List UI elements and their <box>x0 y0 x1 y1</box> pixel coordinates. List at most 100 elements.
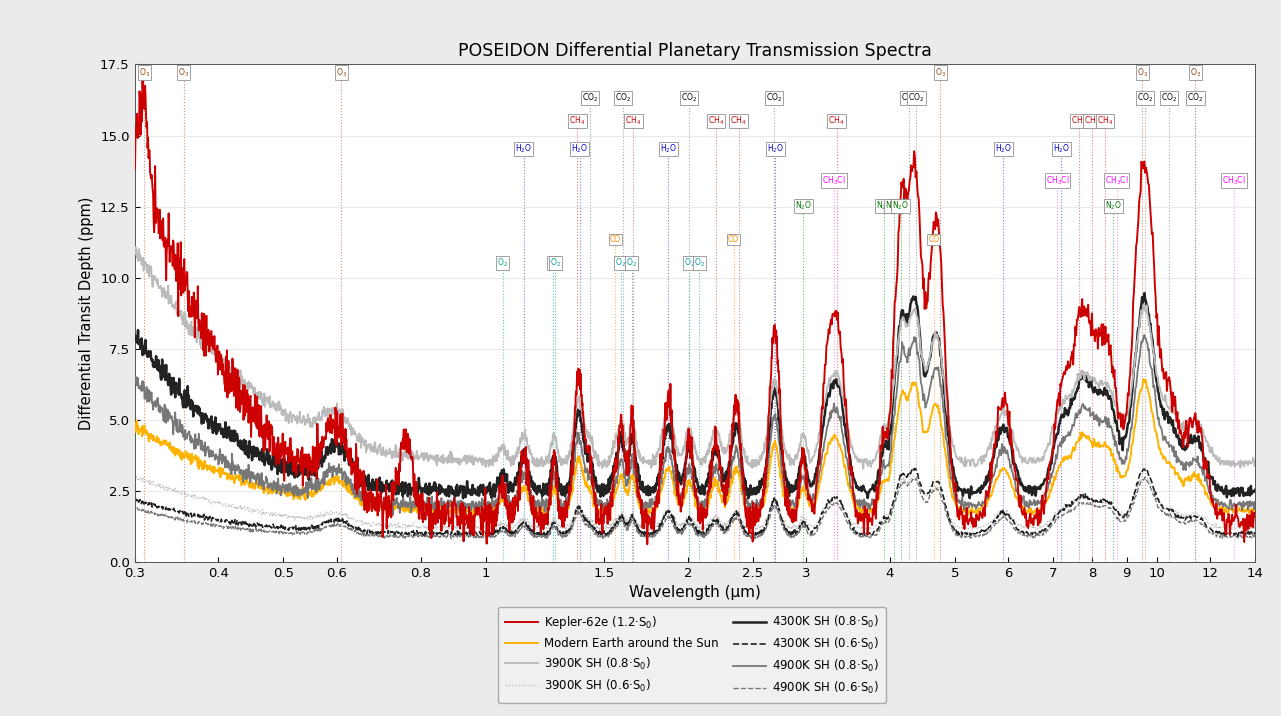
4300K SH (0.6·S$_0$) <box>780 526 796 535</box>
4900K SH (0.8·S$_0$) <box>386 511 401 520</box>
Text: CO: CO <box>610 235 621 243</box>
Text: CO$_2$: CO$_2$ <box>681 92 697 105</box>
Line: Modern Earth around the Sun: Modern Earth around the Sun <box>135 379 1255 517</box>
Text: O$_2$: O$_2$ <box>626 256 637 269</box>
4300K SH (0.8·S$_0$) <box>780 478 796 486</box>
Text: O$_3$: O$_3$ <box>935 66 945 79</box>
3900K SH (0.8·S$_0$) <box>780 455 796 463</box>
4300K SH (0.6·S$_0$) <box>1245 530 1261 538</box>
4900K SH (0.6·S$_0$) <box>1061 506 1076 515</box>
Kepler-62e (1.2·S$_0$) <box>127 137 142 145</box>
4300K SH (0.8·S$_0$) <box>1061 409 1076 417</box>
Text: CO$_2$: CO$_2$ <box>615 92 632 105</box>
Text: O$_2$: O$_2$ <box>615 256 626 269</box>
4300K SH (0.8·S$_0$) <box>383 479 398 488</box>
4900K SH (0.8·S$_0$) <box>1136 331 1152 339</box>
Modern Earth around the Sun <box>1248 508 1263 516</box>
Text: CO$_2$: CO$_2$ <box>1187 92 1204 105</box>
4900K SH (0.8·S$_0$) <box>1061 428 1076 437</box>
Text: CH$_4$: CH$_4$ <box>569 115 585 127</box>
4300K SH (0.8·S$_0$) <box>722 445 738 453</box>
X-axis label: Wavelength (μm): Wavelength (μm) <box>629 586 761 601</box>
4900K SH (0.6·S$_0$) <box>1248 532 1263 541</box>
Title: POSEIDON Differential Planetary Transmission Spectra: POSEIDON Differential Planetary Transmis… <box>459 42 931 60</box>
4900K SH (0.6·S$_0$) <box>780 531 796 539</box>
3900K SH (0.8·S$_0$) <box>1248 457 1263 465</box>
4300K SH (0.8·S$_0$) <box>1245 487 1261 495</box>
Text: N$_2$O: N$_2$O <box>876 200 893 213</box>
4300K SH (0.6·S$_0$) <box>1140 466 1155 475</box>
Text: O$_2$: O$_2$ <box>547 256 559 269</box>
4300K SH (0.6·S$_0$) <box>383 528 398 537</box>
3900K SH (0.6·S$_0$) <box>781 522 797 531</box>
Modern Earth around the Sun <box>722 482 738 490</box>
Kepler-62e (1.2·S$_0$) <box>1062 364 1077 372</box>
Text: O$_2$: O$_2$ <box>550 256 561 269</box>
3900K SH (0.8·S$_0$) <box>1245 457 1261 465</box>
4300K SH (0.6·S$_0$) <box>1061 501 1076 510</box>
Modern Earth around the Sun <box>1245 507 1261 516</box>
4900K SH (0.6·S$_0$) <box>722 523 738 531</box>
Text: CH$_3$Cl: CH$_3$Cl <box>1222 174 1245 187</box>
Text: O$_2$: O$_2$ <box>497 256 509 269</box>
4900K SH (0.6·S$_0$) <box>1138 473 1153 482</box>
4900K SH (0.6·S$_0$) <box>1140 478 1155 487</box>
3900K SH (0.8·S$_0$) <box>856 465 871 473</box>
4900K SH (0.8·S$_0$) <box>383 504 398 513</box>
3900K SH (0.6·S$_0$) <box>127 473 142 482</box>
Text: N$_2$O: N$_2$O <box>1104 200 1122 213</box>
4900K SH (0.8·S$_0$) <box>1245 500 1261 508</box>
3900K SH (0.6·S$_0$) <box>1140 476 1155 485</box>
Text: N$_2$O: N$_2$O <box>794 200 812 213</box>
Legend: Kepler-62e (1.2·S$_0$), Modern Earth around the Sun, 3900K SH (0.8·S$_0$), 3900K: Kepler-62e (1.2·S$_0$), Modern Earth aro… <box>498 606 885 703</box>
Text: O$_3$: O$_3$ <box>336 66 347 79</box>
3900K SH (0.8·S$_0$) <box>1061 392 1076 401</box>
Kepler-62e (1.2·S$_0$) <box>383 501 398 510</box>
Line: Kepler-62e (1.2·S$_0$): Kepler-62e (1.2·S$_0$) <box>135 78 1255 544</box>
Text: CH$_3$Cl: CH$_3$Cl <box>822 174 845 187</box>
Text: CH$_4$: CH$_4$ <box>730 115 747 127</box>
4900K SH (0.8·S$_0$) <box>722 473 738 482</box>
4300K SH (0.6·S$_0$) <box>722 518 738 527</box>
Kepler-62e (1.2·S$_0$) <box>135 74 150 82</box>
Text: H$_2$O: H$_2$O <box>515 143 533 155</box>
Text: CH$_3$Cl: CH$_3$Cl <box>1104 174 1129 187</box>
Kepler-62e (1.2·S$_0$) <box>1140 179 1155 188</box>
Line: 3900K SH (0.8·S$_0$): 3900K SH (0.8·S$_0$) <box>135 246 1255 469</box>
3900K SH (0.8·S$_0$) <box>383 448 398 457</box>
Text: CH$_4$: CH$_4$ <box>829 115 844 127</box>
4900K SH (0.6·S$_0$) <box>1245 531 1261 540</box>
4300K SH (0.8·S$_0$) <box>127 332 142 341</box>
4900K SH (0.8·S$_0$) <box>780 498 796 507</box>
Kepler-62e (1.2·S$_0$) <box>724 450 739 458</box>
Kepler-62e (1.2·S$_0$) <box>1245 523 1261 532</box>
Modern Earth around the Sun <box>780 502 796 511</box>
3900K SH (0.6·S$_0$) <box>1248 524 1263 533</box>
4900K SH (0.8·S$_0$) <box>1140 346 1155 354</box>
Text: CH$_4$: CH$_4$ <box>1084 115 1100 127</box>
Line: 4300K SH (0.6·S$_0$): 4300K SH (0.6·S$_0$) <box>135 468 1255 536</box>
Modern Earth around the Sun <box>1061 452 1076 460</box>
Modern Earth around the Sun <box>484 513 500 521</box>
4300K SH (0.6·S$_0$) <box>1248 529 1263 538</box>
Text: N$_2$O: N$_2$O <box>885 200 902 213</box>
Text: H$_2$O: H$_2$O <box>767 143 784 155</box>
Text: CO$_2$: CO$_2$ <box>766 92 783 105</box>
Modern Earth around the Sun <box>127 421 142 430</box>
4300K SH (0.8·S$_0$) <box>1248 485 1263 494</box>
4300K SH (0.6·S$_0$) <box>907 464 922 473</box>
Text: H$_2$O: H$_2$O <box>660 143 676 155</box>
Line: 4900K SH (0.6·S$_0$): 4900K SH (0.6·S$_0$) <box>135 478 1255 539</box>
Kepler-62e (1.2·S$_0$) <box>781 511 797 519</box>
3900K SH (0.8·S$_0$) <box>722 437 738 445</box>
Text: O$_3$: O$_3$ <box>1190 66 1202 79</box>
4300K SH (0.8·S$_0$) <box>1136 289 1152 297</box>
Text: CO$_2$: CO$_2$ <box>1161 92 1177 105</box>
3900K SH (0.6·S$_0$) <box>724 511 739 520</box>
Kepler-62e (1.2·S$_0$) <box>639 540 655 548</box>
Text: CH$_4$: CH$_4$ <box>1097 115 1113 127</box>
Text: CH$_4$: CH$_4$ <box>1071 115 1088 127</box>
Text: CO: CO <box>929 235 939 243</box>
4900K SH (0.6·S$_0$) <box>383 531 398 540</box>
Text: CO$_2$: CO$_2$ <box>582 92 598 105</box>
